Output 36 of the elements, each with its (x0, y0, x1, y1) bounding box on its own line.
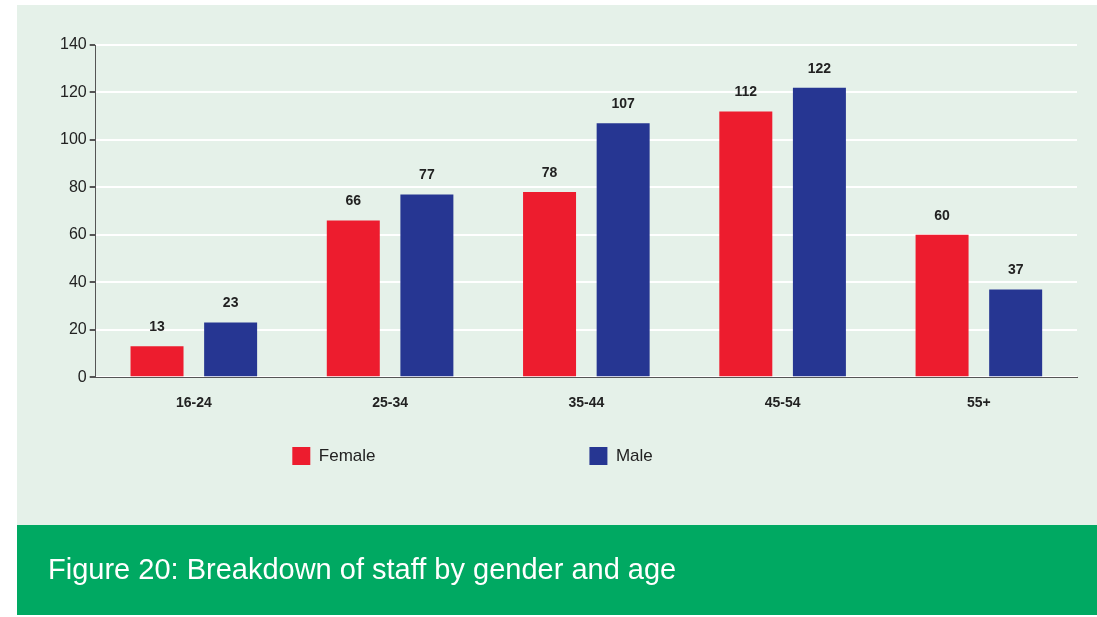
bar (400, 194, 454, 377)
bar (915, 234, 969, 377)
bar (792, 87, 846, 377)
x-tick-label: 25-34 (372, 394, 409, 411)
x-tick-label: 35-44 (568, 394, 605, 411)
x-tick-label: 16-24 (175, 394, 212, 411)
data-label: 13 (149, 318, 166, 335)
y-tick-label: 100 (59, 130, 87, 148)
bar (989, 289, 1043, 377)
y-tick-label: 60 (68, 225, 87, 243)
data-label: 112 (734, 83, 758, 100)
data-label: 66 (345, 192, 362, 209)
bar (596, 123, 650, 377)
bar (204, 322, 258, 377)
data-label: 78 (541, 163, 558, 180)
legend-label: Male (615, 445, 842, 465)
data-label: 77 (419, 166, 435, 183)
y-tick-label: 20 (68, 320, 87, 338)
y-tick-label: 0 (77, 367, 87, 385)
data-label: 122 (807, 59, 832, 76)
text: Figure 20: Breakdown of staff by gender and age (17, 525, 1097, 615)
data-label: 23 (222, 294, 239, 311)
y-tick-label: 140 (59, 35, 87, 53)
bar (326, 220, 380, 377)
bar (130, 346, 184, 377)
y-tick-label: 120 (59, 82, 87, 100)
y-tick-label: 80 (68, 177, 87, 195)
data-label: 60 (934, 206, 951, 223)
x-tick-label: 45-54 (764, 394, 801, 411)
y-tick-label: 40 (68, 272, 87, 290)
data-label: 107 (611, 95, 636, 112)
data-label: 37 (1007, 261, 1024, 278)
bar (719, 111, 773, 377)
legend-label: Female (318, 445, 565, 465)
x-tick-label: 55+ (966, 394, 991, 411)
bar (523, 192, 577, 377)
